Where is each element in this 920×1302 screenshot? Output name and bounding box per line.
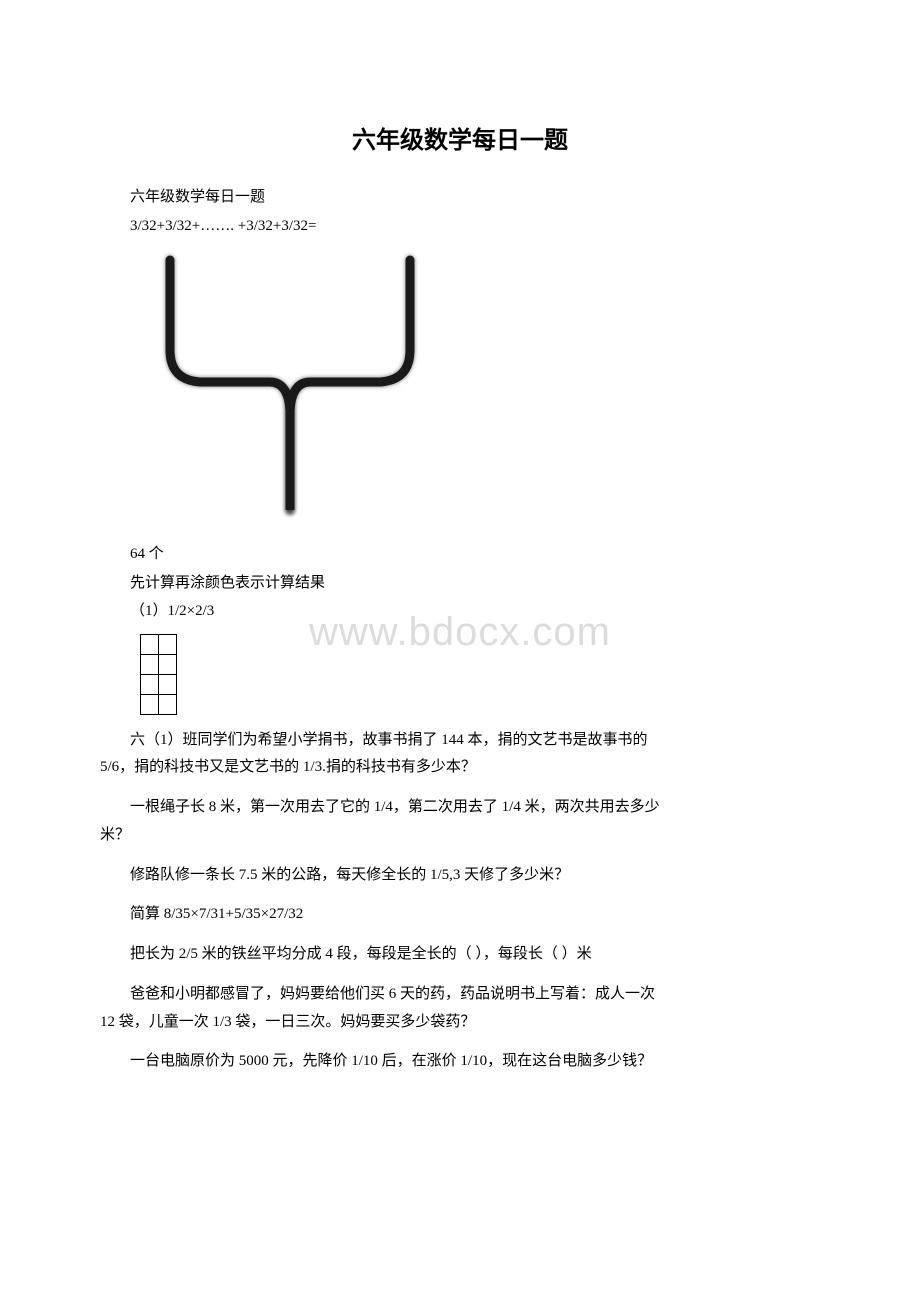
problem-paragraph-3: 修路队修一条长 7.5 米的公路，每天修全长的 1/5,3 天修了多少米？ <box>100 862 820 890</box>
table-cell <box>159 634 177 654</box>
table-cell <box>141 634 159 654</box>
document-content: 六年级数学每日一题 六年级数学每日一题 3/32+3/32+……. +3/32+… <box>100 120 820 1076</box>
brace-diagram <box>140 250 440 530</box>
equation-line: 3/32+3/32+……. +3/32+3/32= <box>100 212 820 241</box>
problem-paragraph-4: 简算 8/35×7/31+5/35×27/32 <box>100 901 820 929</box>
table-cell <box>159 654 177 674</box>
table-cell <box>141 674 159 694</box>
table-cell <box>141 654 159 674</box>
item-1-line: （1）1/2×2/3 <box>100 597 820 626</box>
problem-paragraph-5: 把长为 2/5 米的铁丝平均分成 4 段，每段是全长的（ ），每段长（ ）米 <box>100 941 820 969</box>
problem-paragraph-2a: 一根绳子长 8 米，第一次用去了它的 1/4，第二次用去了 1/4 米，两次共用… <box>100 794 820 822</box>
problem-paragraph-7: 一台电脑原价为 5000 元，先降价 1/10 后，在涨价 1/10，现在这台电… <box>100 1048 820 1076</box>
table-row <box>141 674 177 694</box>
subtitle-line: 六年级数学每日一题 <box>100 183 820 212</box>
table-cell <box>159 674 177 694</box>
table-cell <box>159 694 177 714</box>
problem-paragraph-1b: 5/6，捐的科技书又是文艺书的 1/3.捐的科技书有多少本？ <box>100 754 820 782</box>
grid-table <box>140 634 177 715</box>
table-row <box>141 634 177 654</box>
problem-paragraph-2b: 米？ <box>100 822 820 850</box>
brace-blur-right <box>290 260 410 510</box>
table-cell <box>141 694 159 714</box>
problem-paragraph-1a: 六（1）班同学们为希望小学捐书，故事书捐了 144 本，捐的文艺书是故事书的 <box>100 727 820 755</box>
count-64-line: 64 个 <box>100 540 820 569</box>
problem-paragraph-6a: 爸爸和小明都感冒了，妈妈要给他们买 6 天的药，药品说明书上写着：成人一次 <box>100 981 820 1009</box>
brace-blur-left <box>170 260 290 510</box>
table-row <box>141 654 177 674</box>
table-row <box>141 694 177 714</box>
problem-paragraph-6b: 12 袋，儿童一次 1/3 袋，一日三次。妈妈要买多少袋药？ <box>100 1009 820 1037</box>
page-title: 六年级数学每日一题 <box>100 120 820 155</box>
calc-color-line: 先计算再涂颜色表示计算结果 <box>100 569 820 598</box>
